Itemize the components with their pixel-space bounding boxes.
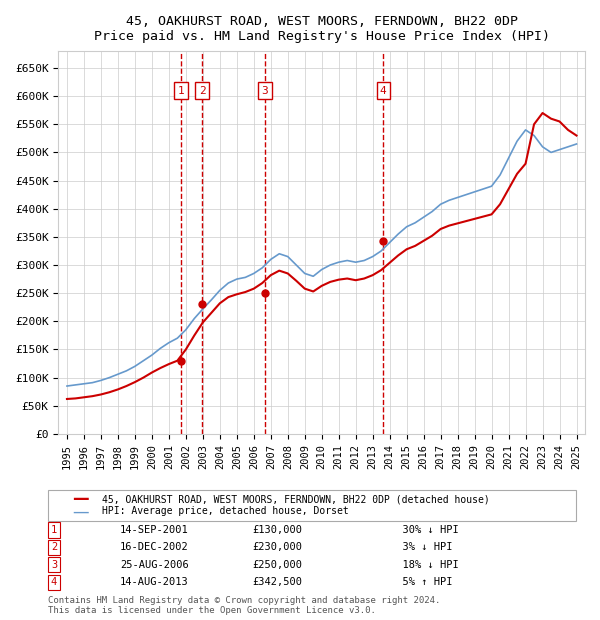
Text: —: — — [72, 502, 89, 521]
Text: 5% ↑ HPI: 5% ↑ HPI — [390, 577, 452, 587]
Text: 30% ↓ HPI: 30% ↓ HPI — [390, 525, 459, 535]
Text: 2: 2 — [51, 542, 57, 552]
Text: 3: 3 — [262, 86, 268, 95]
Text: 45, OAKHURST ROAD, WEST MOORS, FERNDOWN, BH22 0DP (detached house): 45, OAKHURST ROAD, WEST MOORS, FERNDOWN,… — [102, 494, 490, 504]
Text: 1: 1 — [178, 86, 184, 95]
Text: 3: 3 — [51, 560, 57, 570]
Text: —: — — [72, 490, 89, 508]
Text: £250,000: £250,000 — [252, 560, 302, 570]
Text: 2: 2 — [199, 86, 206, 95]
Text: 14-SEP-2001: 14-SEP-2001 — [120, 525, 189, 535]
Text: 45, OAKHURST ROAD, WEST MOORS, FERNDOWN, BH22 0DP (detached house): 45, OAKHURST ROAD, WEST MOORS, FERNDOWN,… — [102, 494, 490, 504]
Text: 1: 1 — [51, 525, 57, 535]
Text: 14-AUG-2013: 14-AUG-2013 — [120, 577, 189, 587]
Title: 45, OAKHURST ROAD, WEST MOORS, FERNDOWN, BH22 0DP
Price paid vs. HM Land Registr: 45, OAKHURST ROAD, WEST MOORS, FERNDOWN,… — [94, 15, 550, 43]
Text: £342,500: £342,500 — [252, 577, 302, 587]
Text: 4: 4 — [380, 86, 386, 95]
Text: 4: 4 — [51, 577, 57, 587]
Text: HPI: Average price, detached house, Dorset: HPI: Average price, detached house, Dors… — [102, 507, 349, 516]
Text: £130,000: £130,000 — [252, 525, 302, 535]
Text: —: — — [72, 502, 89, 521]
Text: —: — — [72, 490, 89, 508]
Text: £230,000: £230,000 — [252, 542, 302, 552]
Text: 25-AUG-2006: 25-AUG-2006 — [120, 560, 189, 570]
Text: Contains HM Land Registry data © Crown copyright and database right 2024.
This d: Contains HM Land Registry data © Crown c… — [48, 596, 440, 615]
Text: 18% ↓ HPI: 18% ↓ HPI — [390, 560, 459, 570]
Text: HPI: Average price, detached house, Dorset: HPI: Average price, detached house, Dors… — [102, 507, 349, 516]
Text: 3% ↓ HPI: 3% ↓ HPI — [390, 542, 452, 552]
Text: 16-DEC-2002: 16-DEC-2002 — [120, 542, 189, 552]
